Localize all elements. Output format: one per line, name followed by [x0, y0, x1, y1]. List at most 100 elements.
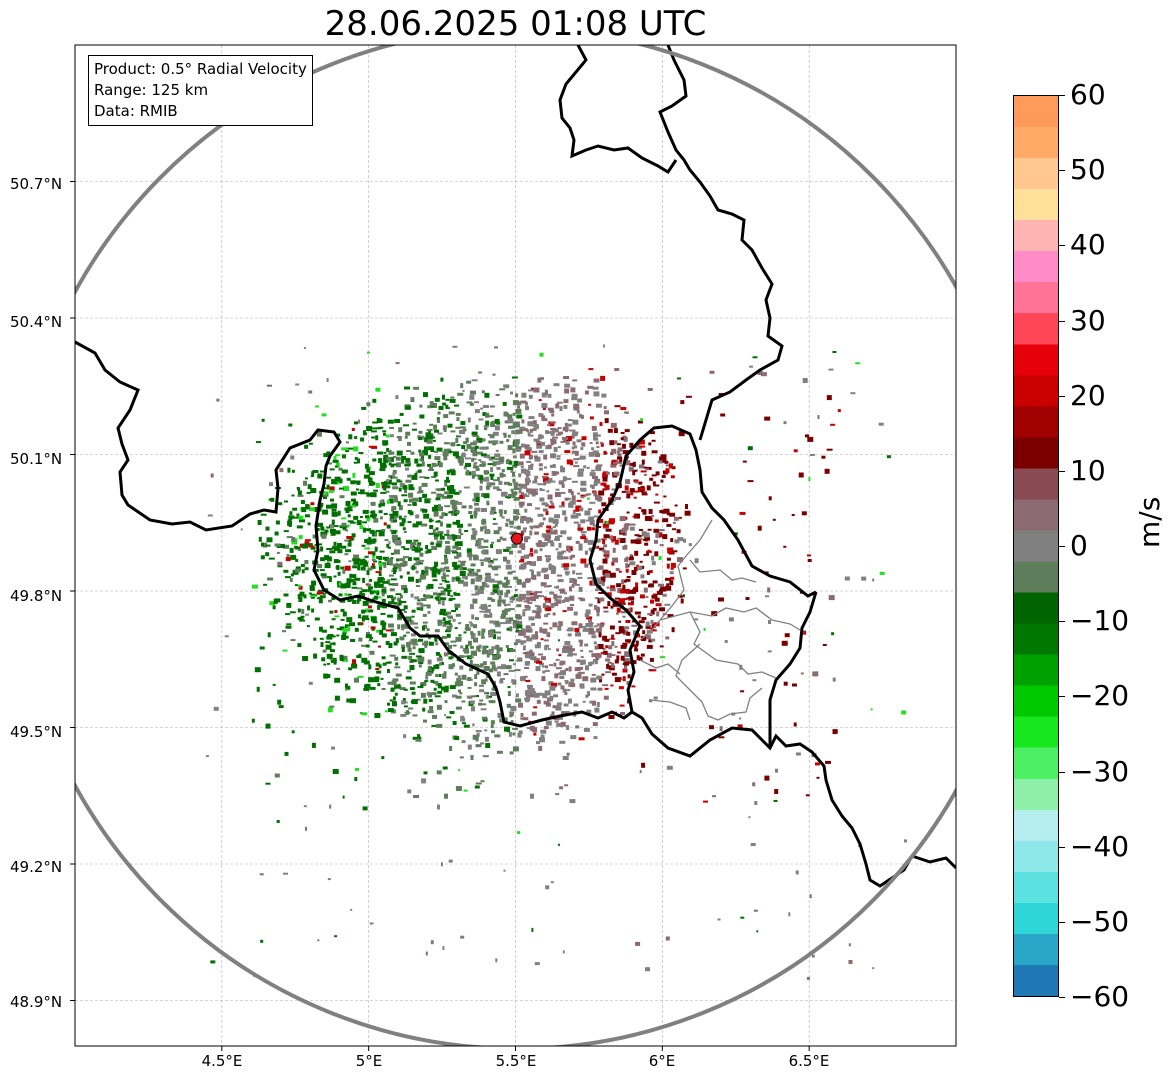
echo-pixel: [278, 705, 284, 709]
echo-pixel: [560, 440, 565, 443]
echo-pixel: [580, 447, 584, 451]
echo-pixel: [597, 687, 603, 691]
echo-pixel: [425, 432, 430, 438]
echo-pixel: [596, 446, 600, 448]
echo-pixel: [450, 640, 457, 643]
echo-pixel: [593, 515, 600, 518]
echo-pixel: [612, 499, 616, 502]
echo-pixel: [638, 620, 645, 624]
echo-pixel: [539, 627, 543, 630]
echo-pixel: [449, 597, 456, 600]
echo-pixel: [592, 451, 597, 455]
echo-pixel: [610, 684, 614, 687]
echo-pixel: [525, 477, 530, 481]
echo-pixel: [577, 527, 584, 531]
echo-pixel: [511, 532, 517, 535]
echo-pixel: [316, 528, 320, 531]
echo-pixel: [404, 490, 407, 493]
echo-pixel: [427, 463, 432, 467]
echo-pixel: [565, 668, 569, 671]
echo-pixel: [435, 652, 440, 655]
echo-pixel: [878, 422, 884, 426]
echo-pixel: [416, 698, 421, 701]
echo-pixel: [354, 480, 361, 484]
echo-pixel: [401, 624, 407, 629]
echo-pixel: [349, 573, 353, 578]
echo-pixel: [571, 480, 578, 483]
echo-pixel: [571, 433, 577, 437]
echo-pixel: [433, 664, 440, 669]
echo-pixel: [463, 581, 469, 587]
echo-pixel: [322, 649, 327, 653]
echo-pixel: [529, 561, 535, 566]
echo-pixel: [471, 528, 476, 531]
echo-pixel: [666, 557, 671, 561]
echo-pixel: [460, 935, 465, 939]
echo-pixel: [273, 598, 278, 604]
echo-pixel: [491, 456, 495, 459]
echo-pixel: [509, 550, 513, 555]
echo-pixel: [646, 571, 650, 575]
echo-pixel: [516, 408, 521, 414]
echo-pixel: [435, 543, 442, 548]
echo-pixel: [403, 588, 408, 594]
echo-pixel: [397, 597, 402, 602]
echo-pixel: [396, 558, 400, 562]
echo-pixel: [487, 597, 493, 601]
echo-pixel: [496, 647, 503, 652]
echo-pixel: [495, 631, 501, 634]
echo-pixel: [580, 656, 584, 659]
echo-pixel: [391, 530, 397, 535]
echo-pixel: [431, 546, 438, 550]
echo-pixel: [452, 644, 457, 647]
country-borders: [75, 45, 956, 888]
echo-pixel: [455, 606, 458, 611]
echo-pixel: [652, 481, 656, 486]
echo-pixel: [329, 804, 332, 809]
echo-pixel: [474, 401, 479, 404]
colorbar-tick-label: 60: [1070, 78, 1106, 111]
echo-pixel: [646, 644, 653, 649]
echo-pixel: [420, 603, 424, 608]
echo-pixel: [474, 682, 478, 687]
echo-pixel: [316, 591, 323, 595]
echo-pixel: [511, 430, 517, 435]
echo-pixel: [290, 639, 296, 642]
echo-pixel: [552, 612, 556, 616]
echo-pixel: [343, 486, 349, 491]
echo-pixel: [479, 585, 485, 590]
echo-pixel: [339, 654, 344, 660]
echo-pixel: [509, 525, 514, 528]
echo-pixel: [331, 618, 336, 621]
echo-pixel: [670, 538, 674, 543]
echo-pixel: [630, 491, 634, 496]
echo-pixel: [506, 466, 513, 470]
echo-pixel: [573, 521, 579, 524]
echo-pixel: [474, 674, 478, 680]
echo-pixel: [554, 673, 559, 679]
echo-pixel: [443, 455, 448, 461]
echo-pixel: [626, 493, 631, 499]
echo-pixel: [436, 493, 442, 498]
echo-pixel: [562, 476, 567, 482]
echo-pixel: [530, 793, 534, 799]
echo-pixel: [349, 622, 355, 627]
echo-pixel: [381, 502, 386, 505]
echo-pixel: [610, 493, 614, 497]
echo-pixel: [599, 597, 605, 602]
echo-pixel: [588, 368, 594, 371]
echo-pixel: [471, 593, 477, 596]
echo-pixel: [613, 461, 617, 464]
echo-pixel: [336, 627, 341, 630]
echo-pixel: [519, 621, 523, 624]
echo-pixel: [531, 450, 538, 453]
echo-pixel: [438, 462, 443, 468]
echo-pixel: [394, 419, 401, 423]
echo-pixel: [399, 575, 403, 579]
echo-pixel: [524, 608, 531, 611]
echo-pixel: [328, 489, 334, 493]
echo-pixel: [484, 691, 487, 694]
echo-pixel: [293, 545, 298, 548]
echo-pixel: [501, 469, 505, 473]
